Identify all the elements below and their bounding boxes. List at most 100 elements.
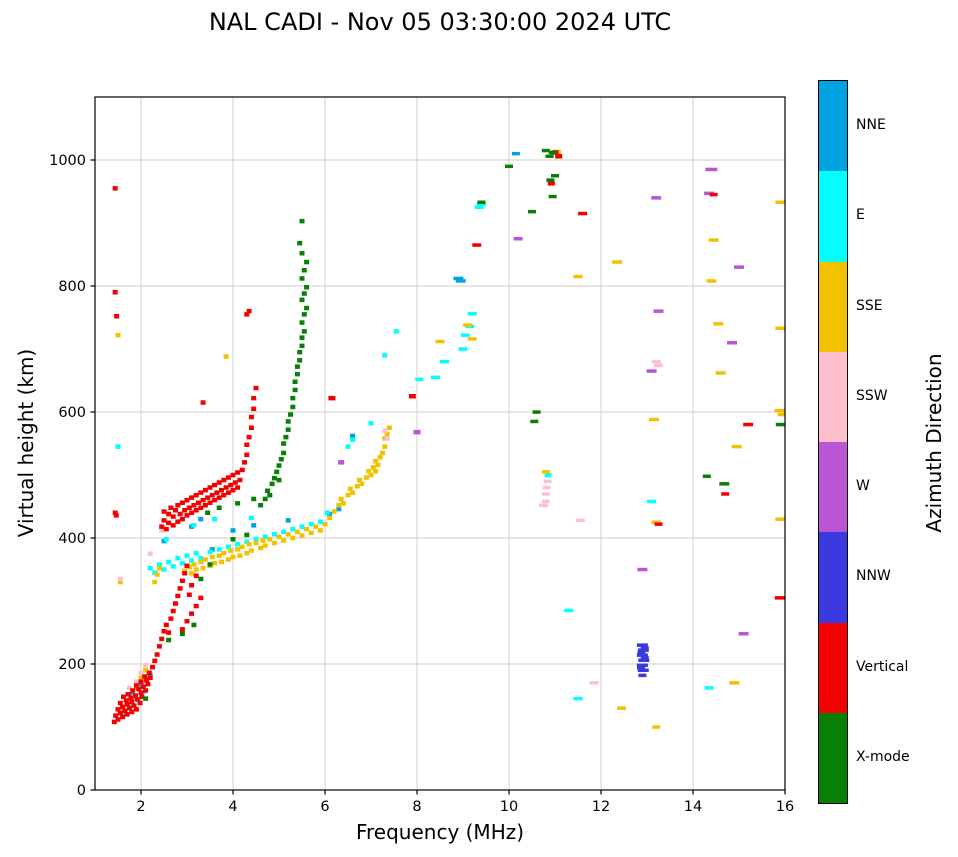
scatter-point (281, 441, 287, 446)
scatter-point (170, 564, 176, 569)
scatter-point (612, 260, 623, 264)
scatter-point (124, 702, 130, 707)
scatter-point (375, 462, 381, 468)
scatter-point (209, 554, 215, 560)
scatter-point (115, 332, 121, 338)
scatter-point (777, 412, 785, 417)
scatter-point (299, 335, 305, 340)
scatter-point (299, 343, 305, 349)
scatter-point (161, 509, 167, 514)
scatter-point (299, 251, 305, 256)
scatter-point (299, 533, 305, 538)
scatter-point (285, 518, 291, 523)
scatter-point (244, 539, 250, 544)
scatter-point (322, 521, 328, 527)
scatter-point (638, 673, 647, 678)
scatter-point (267, 492, 273, 498)
scatter-point (112, 186, 118, 191)
scatter-point (294, 529, 300, 534)
scatter-point (308, 521, 314, 527)
scatter-point (304, 285, 310, 290)
scatter-point (382, 444, 388, 449)
colorbar-label-nne: NNE (856, 117, 886, 134)
scatter-point (477, 200, 486, 204)
scatter-point (156, 562, 162, 567)
scatter-point (216, 480, 222, 485)
scatter-point (200, 400, 206, 405)
scatter-point (179, 578, 185, 584)
scatter-point (186, 592, 192, 597)
scatter-point (225, 544, 231, 550)
scatter-point (184, 513, 190, 518)
scatter-point (382, 428, 388, 434)
scatter-point (128, 695, 134, 701)
scatter-point (294, 371, 300, 377)
scatter-point (472, 243, 482, 247)
scatter-point (573, 274, 583, 279)
scatter-point (589, 681, 599, 685)
scatter-point (230, 528, 236, 533)
scatter-point (651, 196, 662, 200)
scatter-point (704, 191, 715, 196)
scatter-point (705, 167, 718, 172)
scatter-point (161, 518, 167, 523)
scatter-point (638, 658, 650, 662)
colorbar-segment-x-mode (819, 712, 847, 803)
scatter-point (161, 567, 167, 572)
scatter-point (458, 347, 468, 351)
scatter-point (147, 673, 153, 678)
scatter-point (271, 532, 277, 537)
scatter-point (253, 540, 259, 546)
scatter-point (127, 685, 132, 691)
scatter-point (235, 547, 241, 552)
scatter-point (173, 601, 178, 606)
scatter-point (317, 519, 323, 524)
scatter-point (216, 553, 222, 558)
scatter-point (200, 566, 206, 571)
x-tick-label: 16 (776, 799, 794, 815)
x-tick-label: 10 (500, 799, 518, 815)
scatter-point (435, 339, 445, 344)
scatter-point (120, 704, 126, 710)
scatter-point (221, 492, 227, 498)
scatter-point (156, 644, 162, 649)
scatter-point (168, 505, 174, 510)
scatter-point (262, 543, 268, 548)
colorbar-label-nnw: NNW (856, 568, 891, 585)
y-tick-label: 1000 (49, 153, 86, 169)
scatter-point (370, 465, 376, 470)
scatter-point (138, 679, 144, 684)
scatter-point (774, 596, 785, 600)
scatter-point (177, 586, 183, 591)
scatter-point (232, 480, 238, 485)
scatter-point (331, 509, 337, 514)
scatter-point (179, 561, 185, 566)
scatter-point (350, 490, 356, 495)
colorbar-segment-sse (819, 261, 847, 352)
scatter-point (301, 329, 307, 334)
scatter-point (191, 622, 197, 628)
scatter-point (528, 209, 536, 214)
scatter-point (299, 297, 305, 303)
scatter-point (113, 513, 119, 518)
scatter-point (122, 708, 128, 713)
scatter-point (198, 576, 204, 582)
scatter-point (244, 312, 250, 317)
scatter-point (130, 688, 136, 693)
scatter-point (207, 500, 213, 505)
scatter-point (713, 322, 724, 326)
scatter-point (156, 566, 162, 571)
scatter-point (336, 506, 342, 512)
scatter-point (216, 495, 222, 500)
scatter-point (281, 538, 287, 543)
scatter-point (239, 467, 245, 473)
scatter-point (133, 679, 139, 684)
scatter-point (290, 535, 296, 541)
scatter-point (179, 500, 185, 505)
scatter-point (202, 503, 208, 508)
scatter-point (573, 696, 583, 701)
scatter-point (202, 487, 208, 493)
scatter-point (297, 358, 303, 363)
scatter-point (304, 259, 310, 265)
